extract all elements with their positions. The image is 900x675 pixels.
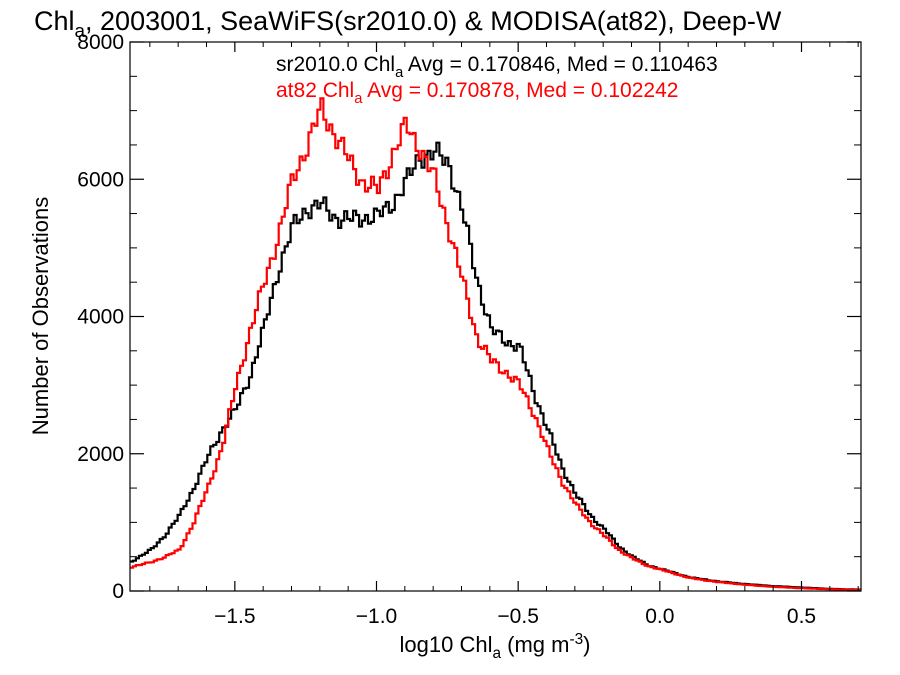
y-tick-label: 2000 <box>77 443 124 466</box>
chart-title: Chla, 2003001, SeaWiFS(sr2010.0) & MODIS… <box>34 6 782 42</box>
y-tick-label: 4000 <box>77 306 124 329</box>
x-axis-label: log10 Chla (mg m-3) <box>400 631 591 662</box>
x-tick-label: −0.5 <box>497 605 538 628</box>
y-tick-label: 6000 <box>77 168 124 191</box>
y-tick-label: 8000 <box>77 31 124 54</box>
x-tick-label: 0.0 <box>645 605 674 628</box>
y-tick-label: 0 <box>112 580 124 603</box>
x-tick-label: 0.5 <box>787 605 816 628</box>
annotation-at82: at82 Chla Avg = 0.170878, Med = 0.102242 <box>276 79 678 107</box>
annotation-sr2010: sr2010.0 Chla Avg = 0.170846, Med = 0.11… <box>276 53 718 81</box>
x-tick-label: −1.0 <box>356 605 397 628</box>
tick-layer: −1.5 −1.0 −0.5 0.0 0.5 0 2000 4000 6000 8000 <box>77 31 861 628</box>
x-tick-label: −1.5 <box>214 605 255 628</box>
series-line-1 <box>130 97 861 591</box>
y-axis-label: Number of Observations <box>28 197 53 435</box>
series-layer <box>130 97 861 591</box>
plot-frame <box>129 41 862 592</box>
